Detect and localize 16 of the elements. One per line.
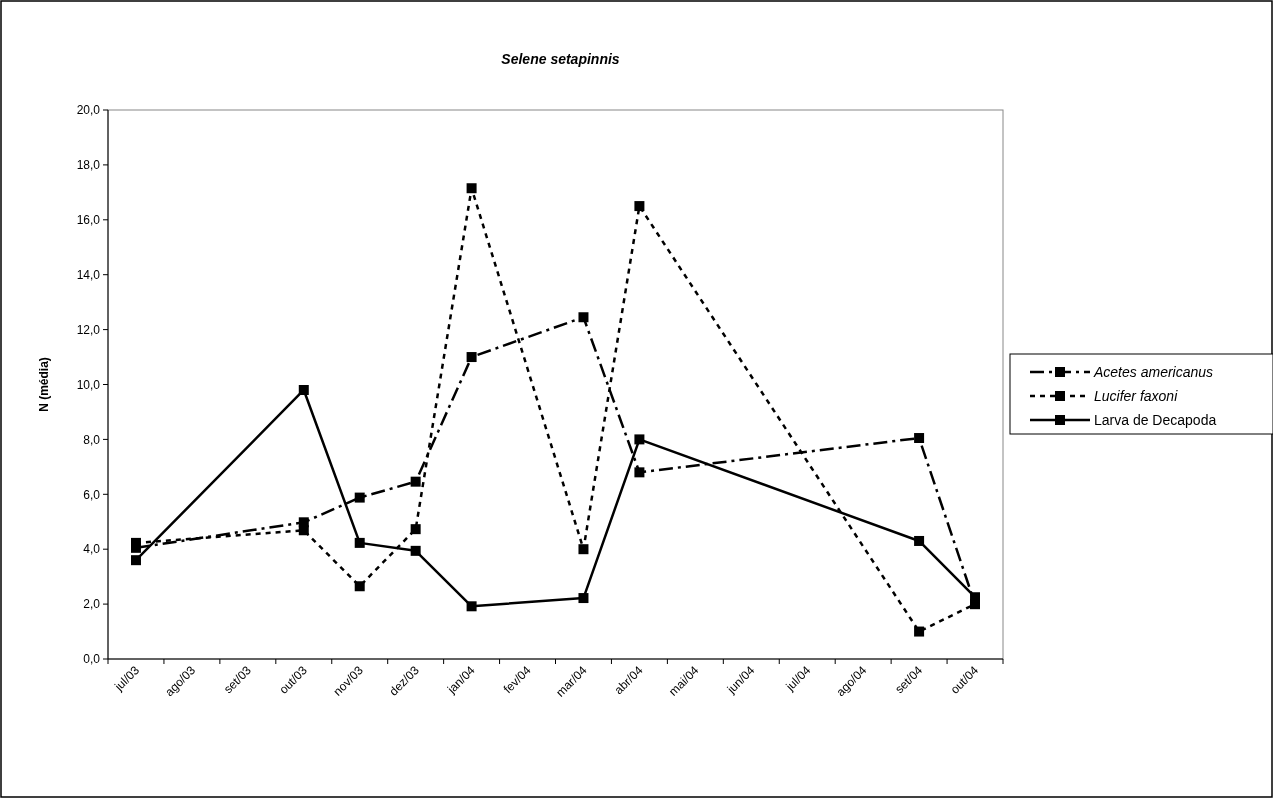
y-tick-label: 4,0 [83,542,101,557]
y-tick-label: 8,0 [83,432,101,447]
legend-label: Lucifer faxoni [1094,387,1179,404]
legend-label: Larva de Decapoda [1094,411,1217,428]
legend-label: Acetes americanus [1093,363,1214,380]
y-tick-label: 20,0 [76,103,101,118]
chart-title: Selene setapinnis [501,51,620,67]
y-axis-title: N (média) [37,357,51,412]
y-tick-label: 6,0 [83,487,101,502]
y-tick-label: 10,0 [76,377,101,392]
y-tick-label: 0,0 [83,652,101,667]
y-tick-label: 16,0 [76,213,101,227]
y-tick-label: 18,0 [76,158,101,173]
y-tick-label: 14,0 [76,267,101,282]
y-tick-label: 12,0 [76,322,101,337]
y-tick-label: 2,0 [83,597,101,612]
